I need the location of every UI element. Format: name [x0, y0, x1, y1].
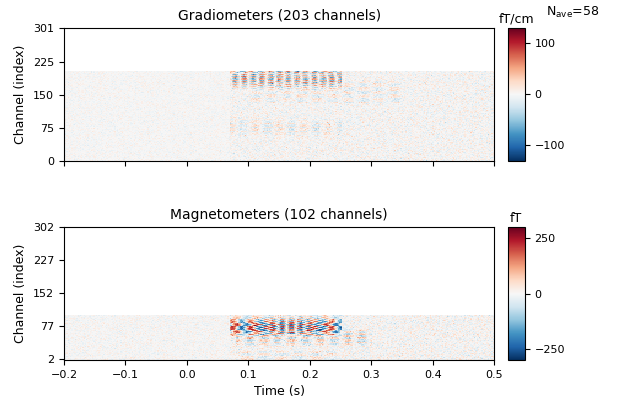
Title: Gradiometers (203 channels): Gradiometers (203 channels) [177, 9, 381, 23]
Y-axis label: Channel (index): Channel (index) [14, 244, 28, 343]
X-axis label: Time (s): Time (s) [253, 385, 305, 398]
Text: N$_\mathregular{ave}$=58: N$_\mathregular{ave}$=58 [546, 5, 599, 20]
Title: fT: fT [510, 212, 522, 225]
Title: Magnetometers (102 channels): Magnetometers (102 channels) [170, 208, 388, 222]
Y-axis label: Channel (index): Channel (index) [15, 45, 28, 144]
Title: fT/cm: fT/cm [499, 12, 534, 26]
